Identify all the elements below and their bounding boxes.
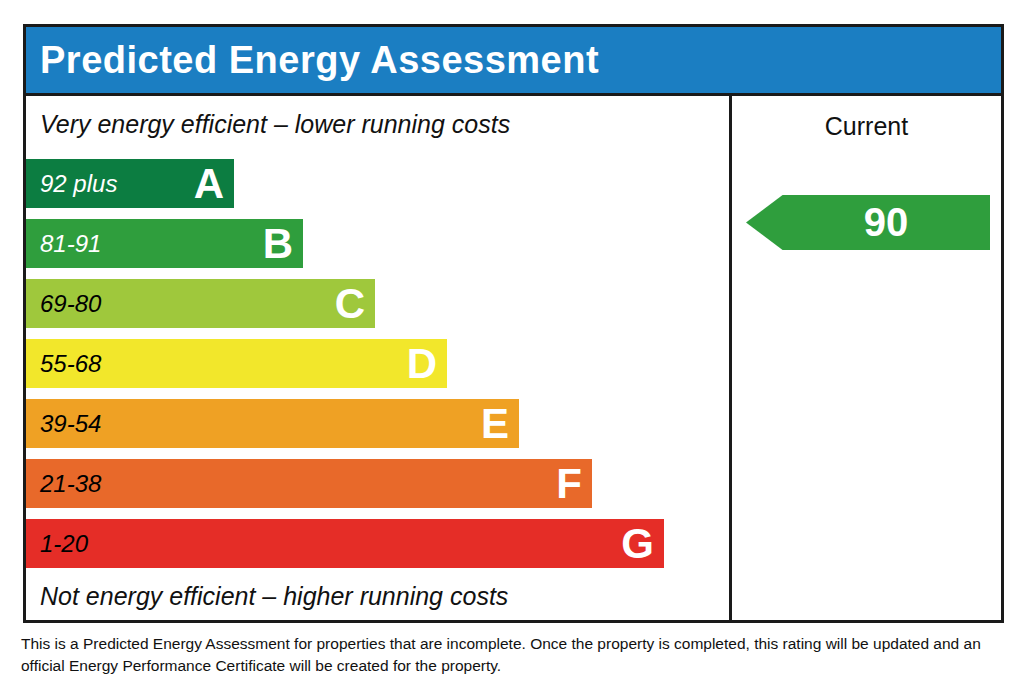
band-range: 81-91 bbox=[40, 230, 101, 258]
band-range: 55-68 bbox=[40, 350, 101, 378]
band-letter: F bbox=[556, 463, 582, 505]
band-range: 1-20 bbox=[40, 530, 88, 558]
current-column-header: Current bbox=[732, 112, 1001, 141]
band-range: 92 plus bbox=[40, 170, 117, 198]
chart-body: Very energy efficient – lower running co… bbox=[26, 96, 1001, 620]
epc-band-row-b: 81-91 B bbox=[26, 219, 303, 268]
band-letter: C bbox=[335, 283, 365, 325]
current-rating-panel: Current 90 bbox=[729, 96, 1001, 620]
epc-chart-box: Predicted Energy Assessment Very energy … bbox=[23, 24, 1004, 623]
epc-band-row-f: 21-38 F bbox=[26, 459, 592, 508]
epc-band-row-e: 39-54 E bbox=[26, 399, 519, 448]
band-letter: A bbox=[194, 163, 224, 205]
header-bar: Predicted Energy Assessment bbox=[26, 27, 1001, 96]
band-list: 92 plus A 81-91 B 69-80 C 55-68 D 39-54 bbox=[26, 159, 729, 568]
band-range: 39-54 bbox=[40, 410, 101, 438]
epc-band-row-a: 92 plus A bbox=[26, 159, 234, 208]
footer-disclaimer: This is a Predicted Energy Assessment fo… bbox=[21, 633, 1001, 677]
band-range: 21-38 bbox=[40, 470, 101, 498]
top-efficiency-label: Very energy efficient – lower running co… bbox=[40, 110, 729, 139]
band-letter: G bbox=[621, 523, 654, 565]
band-letter: D bbox=[407, 343, 437, 385]
band-letter: B bbox=[263, 223, 293, 265]
epc-band-row-d: 55-68 D bbox=[26, 339, 447, 388]
current-rating-value: 90 bbox=[864, 200, 909, 245]
bottom-efficiency-label: Not energy efficient – higher running co… bbox=[40, 582, 729, 611]
bands-panel: Very energy efficient – lower running co… bbox=[26, 96, 729, 620]
epc-band-row-c: 69-80 C bbox=[26, 279, 375, 328]
footer-line-1: This is a Predicted Energy Assessment fo… bbox=[21, 633, 1001, 655]
epc-band-row-g: 1-20 G bbox=[26, 519, 664, 568]
page-title: Predicted Energy Assessment bbox=[40, 39, 599, 82]
band-range: 69-80 bbox=[40, 290, 101, 318]
band-letter: E bbox=[481, 403, 509, 445]
footer-line-2: official Energy Performance Certificate … bbox=[21, 655, 1001, 677]
current-rating-arrow-icon: 90 bbox=[746, 195, 990, 250]
